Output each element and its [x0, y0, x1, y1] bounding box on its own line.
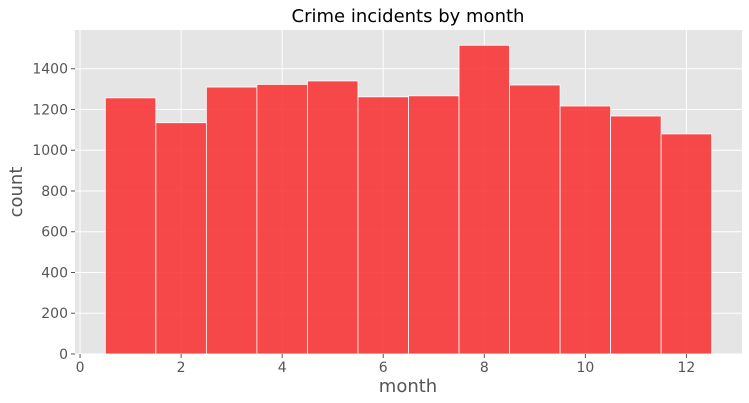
bar-month-4	[256, 84, 308, 355]
x-tick-label: 2	[177, 360, 186, 376]
bar-month-11	[610, 115, 662, 355]
y-axis-ticks: 0 200 400 600 800 1000 1200 1400	[32, 62, 75, 363]
y-tick-label: 0	[59, 347, 68, 363]
x-tick-label: 0	[76, 360, 85, 376]
bar-month-6	[357, 96, 409, 355]
bar-month-2	[155, 122, 207, 355]
bar-month-3	[205, 86, 258, 355]
x-tick-label: 4	[278, 360, 287, 376]
bar-month-10	[559, 105, 612, 355]
bar-month-5	[307, 80, 359, 355]
chart-title: Crime incidents by month	[292, 6, 525, 27]
y-tick-label: 400	[41, 265, 68, 281]
y-tick-label: 200	[41, 306, 68, 322]
x-axis-ticks: 0 2 4 6 8 10 12	[76, 354, 696, 376]
y-tick-label: 600	[41, 225, 68, 241]
x-axis-title: month	[379, 376, 437, 397]
x-tick-label: 10	[576, 360, 594, 376]
y-tick-label: 1000	[32, 143, 68, 159]
y-tick-label: 1200	[32, 102, 68, 118]
y-tick-label: 1400	[32, 62, 68, 78]
bar-month-7	[408, 95, 460, 355]
bar-month-12	[660, 133, 713, 355]
x-tick-label: 8	[480, 360, 489, 376]
y-tick-label: 800	[41, 184, 68, 200]
bars	[104, 44, 713, 355]
x-tick-label: 12	[678, 360, 696, 376]
x-tick-label: 6	[379, 360, 388, 376]
bar-month-9	[509, 84, 561, 355]
bar-month-1	[104, 97, 157, 355]
y-axis-title: count	[6, 167, 27, 218]
bar-month-8	[458, 44, 510, 355]
